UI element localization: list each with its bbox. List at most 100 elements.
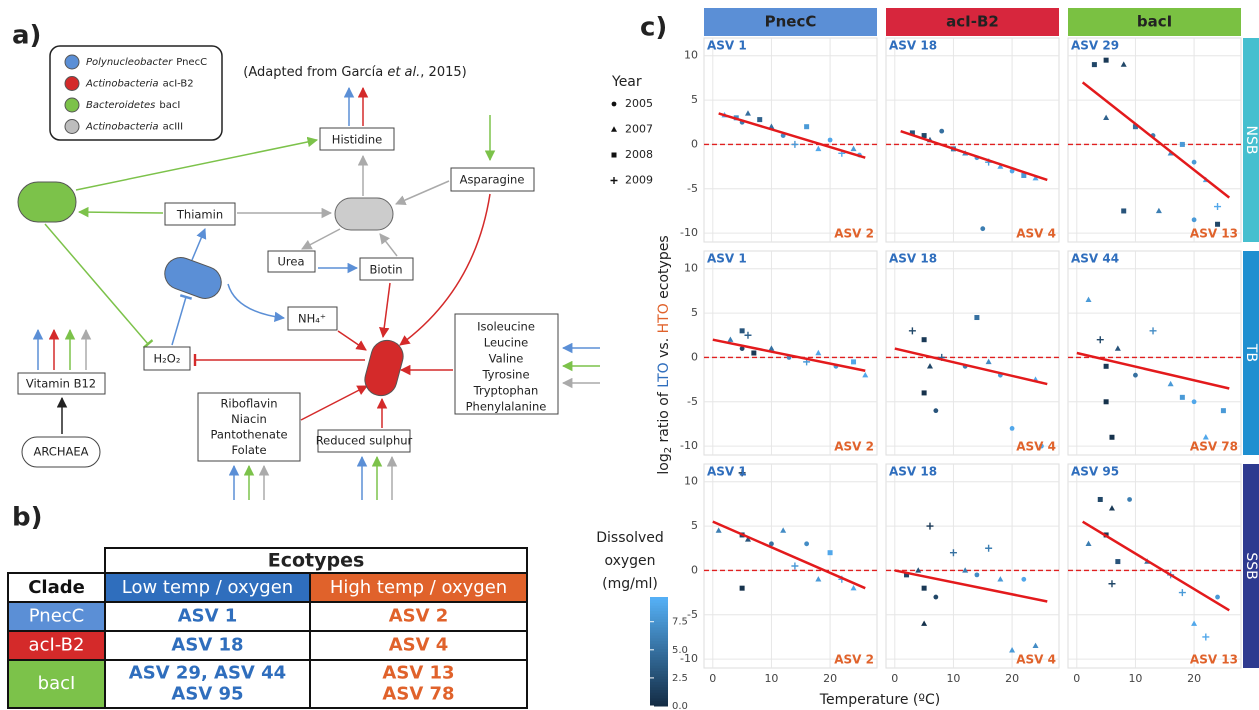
- point: [791, 562, 799, 570]
- point: [974, 572, 980, 578]
- point: [962, 567, 969, 573]
- node-label: Valine: [489, 352, 524, 366]
- node-label: Folate: [231, 443, 266, 457]
- node-label: Histidine: [332, 133, 382, 147]
- colorbar-step: [650, 640, 668, 644]
- legend-entry: 2007: [625, 123, 653, 136]
- point: [815, 145, 822, 152]
- point: [1133, 372, 1138, 378]
- asv-name: ASV 78: [382, 684, 454, 705]
- y-tick-label: 5: [691, 306, 698, 319]
- y-tick-label: 0: [691, 350, 698, 363]
- legend-genus: Bacteroidetes: [86, 100, 155, 111]
- arrow: [300, 385, 368, 421]
- point: [1009, 647, 1016, 653]
- point: [769, 541, 774, 547]
- colorbar-tick-label: 5.0: [672, 645, 688, 656]
- fit-line: [1082, 520, 1230, 612]
- point: [804, 124, 810, 130]
- legend-group: PnecC: [176, 57, 207, 68]
- node-label: Niacin: [231, 412, 267, 426]
- point: [827, 550, 833, 556]
- table-cell: [104, 547, 528, 574]
- colorbar-tick-label: 2.5: [672, 673, 688, 684]
- point: [738, 469, 746, 477]
- colorbar-step: [650, 618, 668, 623]
- x-tick-label: 20: [1005, 672, 1019, 685]
- y-tick-label: -5: [687, 182, 698, 195]
- node-label: Biotin: [369, 263, 402, 277]
- panel-background: [1067, 250, 1242, 456]
- y-axis-label-part: ratio of: [656, 388, 672, 447]
- arrow: [77, 206, 164, 218]
- acIII-cell: [334, 197, 394, 231]
- inhibition: [171, 294, 193, 346]
- node-box: [317, 429, 411, 453]
- facet: ASV 44 ASV 78: [1067, 250, 1242, 456]
- arrow: [301, 228, 341, 250]
- colorbar-step: [650, 686, 668, 691]
- y-tick-label: -5: [687, 395, 698, 408]
- fit-line: [712, 520, 866, 590]
- point: [908, 327, 916, 335]
- node-label: Thiamin: [176, 208, 223, 222]
- legend-swatch: [64, 97, 80, 113]
- point: [1149, 327, 1157, 335]
- point: [757, 117, 763, 123]
- table-cell: [7, 659, 106, 709]
- asv-name: ASV 18: [171, 635, 243, 656]
- colorbar-step: [650, 676, 668, 680]
- point: [1179, 141, 1185, 147]
- facet: ASV 1 ASV 2: [703, 37, 878, 243]
- panel-c: c) log2 ratio of LTO vs. HTO ecotypes Te…: [596, 8, 1259, 710]
- asv-name: ASV 13: [382, 663, 454, 684]
- strip-label: SSB: [1243, 552, 1259, 579]
- colorbar-step: [650, 654, 668, 658]
- point: [768, 123, 775, 129]
- colorbar-step: [650, 703, 668, 707]
- table-cell: [7, 601, 106, 632]
- node-label: Urea: [277, 255, 304, 269]
- point: [1220, 408, 1226, 414]
- legend-symbol: [611, 101, 617, 107]
- point: [980, 226, 986, 232]
- colorbar-step: [650, 662, 668, 666]
- point: [727, 336, 734, 342]
- panel-a: a) Polynucleobacter PnecC Actinobacteria ac…: [12, 21, 600, 500]
- strip-label: PnecC: [765, 13, 817, 31]
- hto-label: ASV 2: [834, 227, 874, 241]
- legend-title: Year: [611, 74, 642, 90]
- point: [1191, 399, 1197, 405]
- point: [949, 549, 957, 557]
- point: [985, 358, 992, 365]
- facet: ASV 18 ASV 4: [885, 37, 1060, 243]
- x-tick-label: 10: [1128, 672, 1142, 685]
- legend-swatch: [64, 76, 80, 91]
- point: [850, 584, 857, 591]
- point: [1009, 425, 1015, 431]
- point: [1191, 217, 1197, 223]
- lto-label: ASV 1: [707, 39, 747, 53]
- point: [1215, 221, 1221, 227]
- colorbar-step: [650, 656, 668, 661]
- point: [1032, 174, 1039, 181]
- point: [1215, 594, 1220, 600]
- lto-label: ASV 1: [707, 252, 747, 266]
- asv-name: ASV 1: [178, 606, 238, 627]
- hto-label: ASV 78: [1190, 440, 1238, 454]
- table-cell: [309, 659, 528, 709]
- legend-genus: Actinobacteria: [85, 122, 159, 133]
- citation-part: et al.: [387, 65, 420, 80]
- arrow: [399, 193, 491, 346]
- colorbar-step: [650, 665, 668, 669]
- colorbar-step: [650, 599, 668, 603]
- point: [1096, 336, 1104, 344]
- hto-label: ASV 4: [1016, 653, 1056, 667]
- arrow: [75, 136, 319, 191]
- point: [827, 137, 833, 143]
- point: [739, 328, 745, 334]
- x-tick-label: 0: [709, 672, 716, 685]
- colorbar-step: [650, 651, 668, 655]
